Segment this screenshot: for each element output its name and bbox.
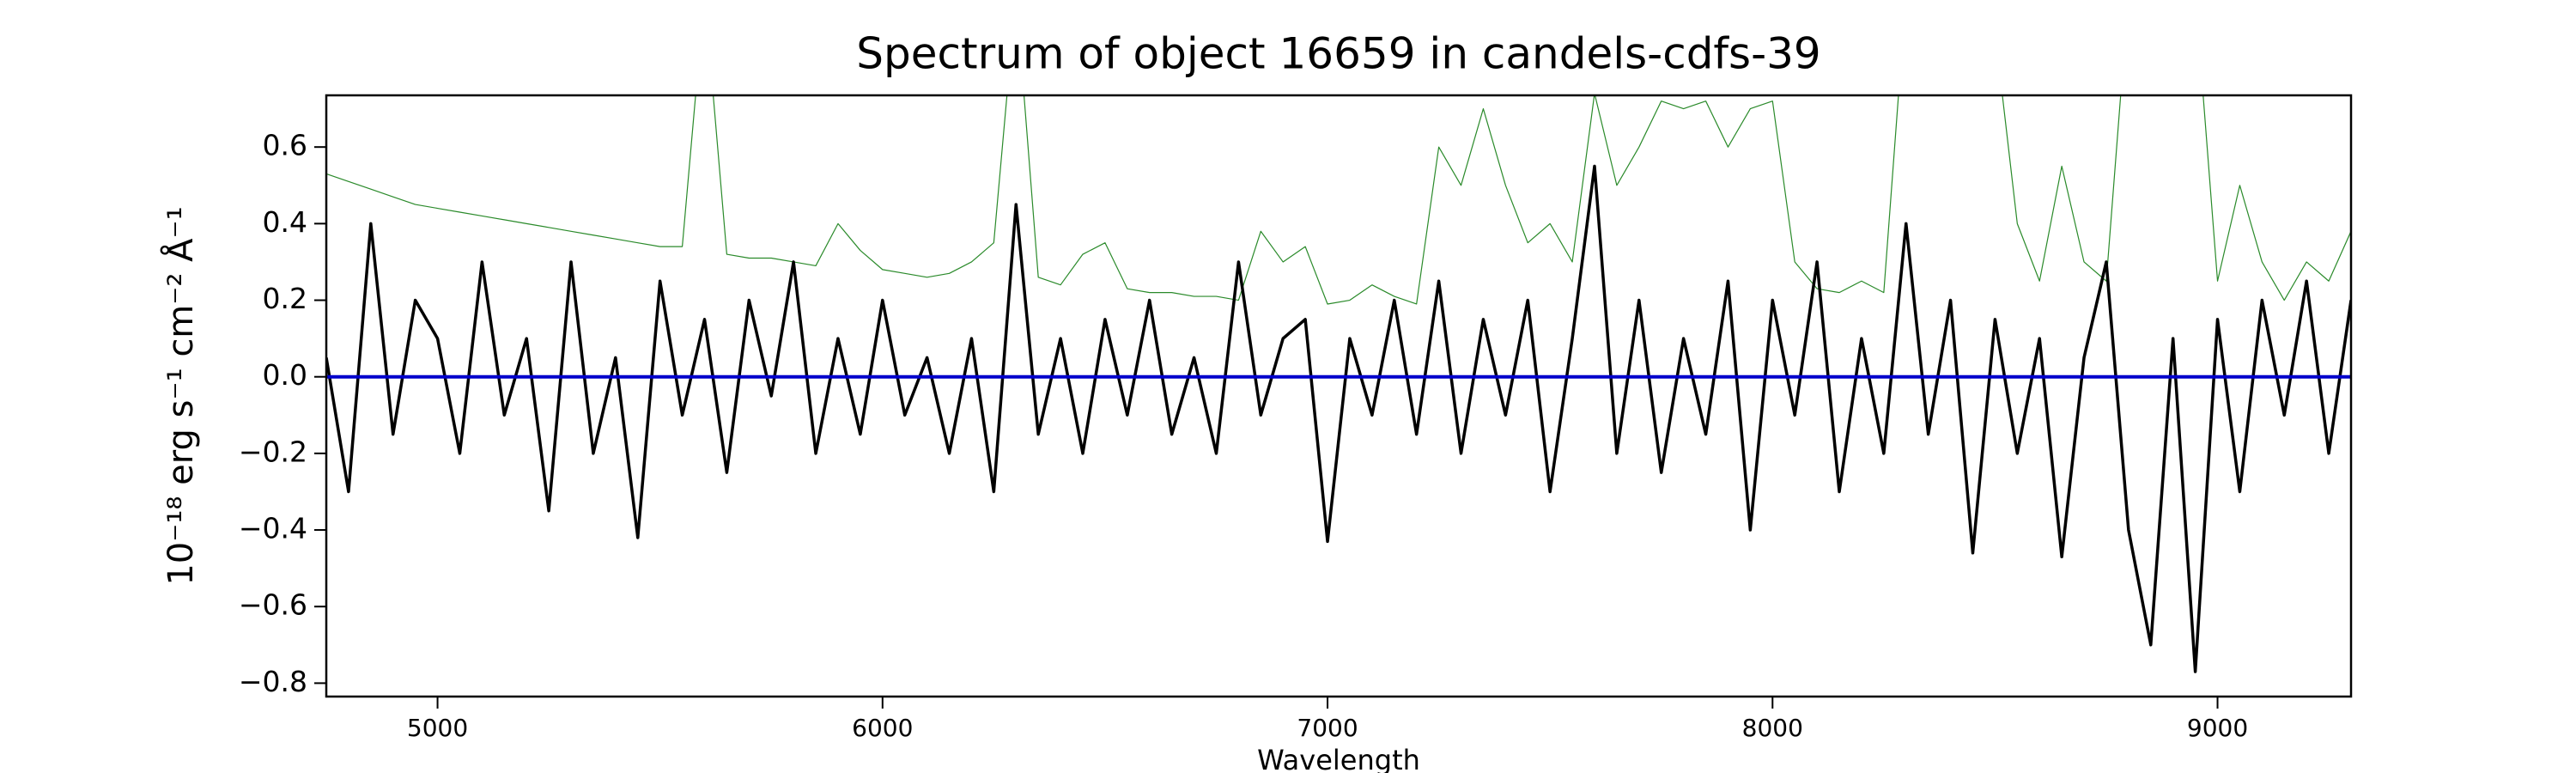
y-tick-label: 0.4 — [263, 205, 307, 239]
x-axis-label: Wavelength — [1257, 744, 1420, 773]
x-tick-label: 7000 — [1297, 714, 1358, 742]
x-tick-label: 9000 — [2187, 714, 2248, 742]
y-tick-label: −0.6 — [239, 588, 307, 622]
y-tick-label: 0.0 — [263, 358, 307, 392]
y-tick-label: 0.2 — [263, 282, 307, 315]
y-tick-label: 0.6 — [263, 129, 307, 162]
x-tick-label: 6000 — [852, 714, 913, 742]
x-tick-label: 5000 — [407, 714, 468, 742]
y-tick-label: −0.4 — [239, 512, 307, 545]
x-tick-label: 8000 — [1742, 714, 1803, 742]
y-tick-label: −0.8 — [239, 665, 307, 698]
chart-title: Spectrum of object 16659 in candels-cdfs… — [856, 29, 1821, 79]
y-axis-label: 10⁻¹⁸ erg s⁻¹ cm⁻² Å⁻¹ — [160, 206, 201, 585]
plot-area — [326, 95, 2351, 673]
plot-frame — [325, 94, 2353, 698]
spectrum-line — [326, 164, 2351, 673]
y-tick-label: −0.2 — [239, 435, 307, 468]
spectrum-line — [326, 95, 2351, 305]
